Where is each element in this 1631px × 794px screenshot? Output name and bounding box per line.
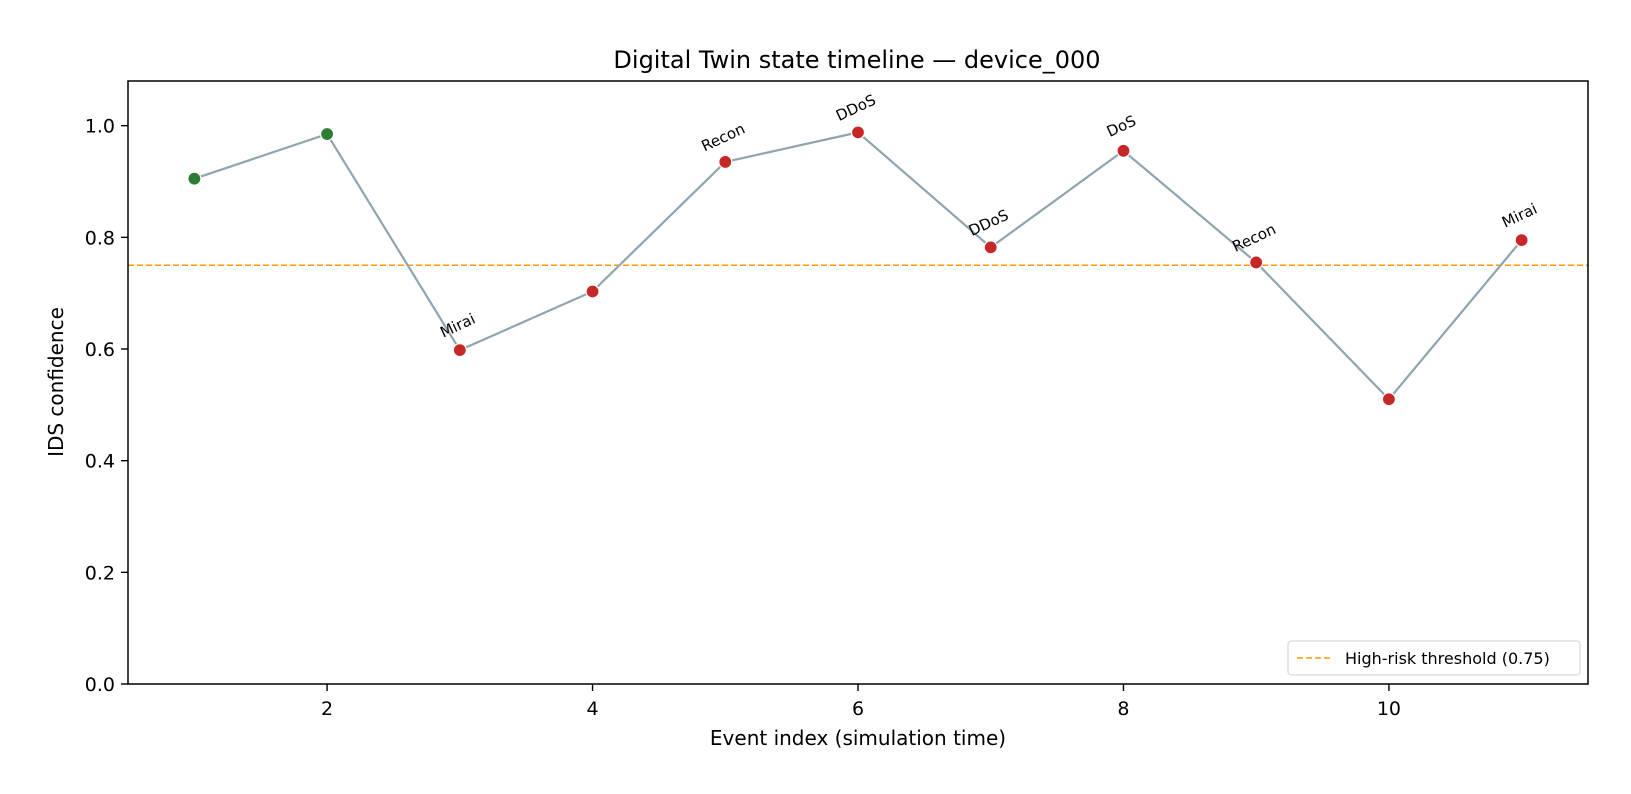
- data-point-3: [452, 343, 467, 358]
- y-tick-label-0.0: 0.0: [85, 674, 115, 696]
- y-axis-ticks: 0.0 0.2 0.4 0.6 0.8 1.0: [85, 116, 128, 696]
- point-annotation-7: DDoS: [966, 206, 1012, 240]
- x-tick-label-2: 2: [321, 698, 333, 720]
- y-tick-label-0.6: 0.6: [85, 339, 115, 361]
- data-point-1: [187, 171, 202, 186]
- annotations-layer: Mirai Recon DDoS DDoS DoS Recon Mirai: [437, 91, 1540, 342]
- point-annotation-3: Mirai: [437, 310, 478, 342]
- x-tick-label-10: 10: [1377, 698, 1401, 720]
- x-tick-label-8: 8: [1117, 698, 1129, 720]
- legend: High-risk threshold (0.75): [1287, 640, 1581, 676]
- data-points-layer: [187, 125, 1529, 407]
- x-axis-ticks: 2 4 6 8 10: [321, 684, 1401, 720]
- data-point-4: [585, 284, 600, 299]
- data-point-10: [1381, 392, 1397, 407]
- point-annotation-5: Recon: [699, 120, 748, 156]
- data-point-5: [718, 154, 733, 170]
- data-point-8: [1116, 143, 1131, 158]
- x-tick-label-6: 6: [852, 698, 864, 720]
- point-annotation-9: Recon: [1229, 220, 1278, 256]
- data-point-6: [850, 125, 866, 140]
- y-tick-label-0.2: 0.2: [85, 562, 115, 584]
- x-tick-label-4: 4: [586, 698, 598, 720]
- chart-title: Digital Twin state timeline — device_000: [613, 46, 1100, 74]
- x-axis-label: Event index (simulation time): [710, 726, 1006, 750]
- plot-frame: [127, 80, 1589, 685]
- legend-box: [1287, 640, 1581, 676]
- y-axis-label: IDS confidence: [44, 307, 68, 457]
- legend-threshold-label: High-risk threshold (0.75): [1345, 649, 1550, 668]
- data-point-7: [983, 240, 998, 255]
- y-tick-label-1.0: 1.0: [85, 116, 115, 138]
- point-annotation-8: DoS: [1104, 112, 1139, 141]
- point-annotation-6: DDoS: [833, 91, 879, 125]
- y-tick-label-0.4: 0.4: [85, 451, 115, 473]
- data-point-9: [1249, 255, 1264, 270]
- point-annotation-11: Mirai: [1499, 200, 1540, 232]
- data-point-2: [319, 126, 335, 142]
- y-tick-label-0.8: 0.8: [85, 227, 115, 249]
- data-point-11: [1514, 233, 1529, 248]
